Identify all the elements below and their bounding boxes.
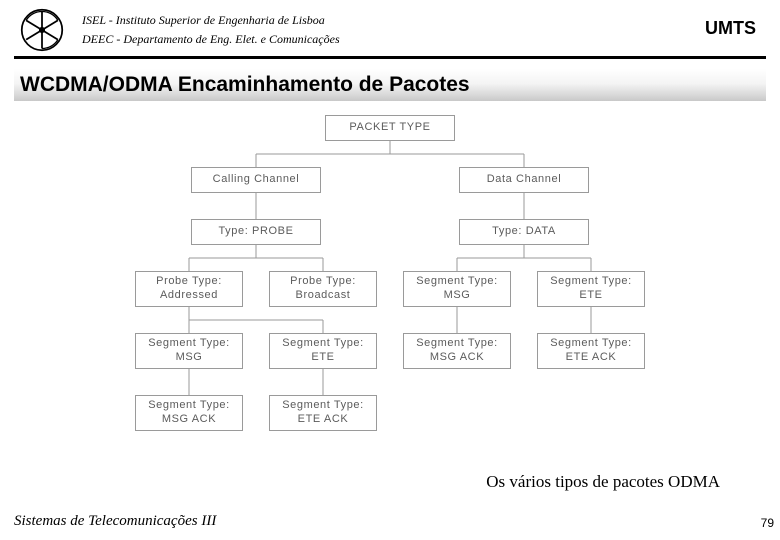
node-paddr: Probe Type:Addressed	[135, 271, 243, 307]
brand-label: UMTS	[705, 18, 756, 39]
institution-line: ISEL - Instituto Superior de Engenharia …	[82, 13, 760, 28]
node-smack: Segment Type:MSG ACK	[403, 333, 511, 369]
slide-title: WCDMA/ODMA Encaminhamento de Pacotes	[14, 69, 766, 101]
node-smsg: Segment Type:MSG	[403, 271, 511, 307]
slide-header: ISEL - Instituto Superior de Engenharia …	[0, 0, 780, 56]
node-root: PACKET TYPE	[325, 115, 455, 141]
isel-logo-icon	[20, 8, 64, 52]
node-stm1: Segment Type:MSG	[135, 333, 243, 369]
footer-text: Sistemas de Telecomunicações III	[14, 513, 216, 530]
node-ste1: Segment Type:ETE	[269, 333, 377, 369]
department-line: DEEC - Departamento de Eng. Elet. e Comu…	[82, 32, 760, 47]
node-sete: Segment Type:ETE	[537, 271, 645, 307]
node-probe: Type: PROBE	[191, 219, 321, 245]
node-pbcast: Probe Type:Broadcast	[269, 271, 377, 307]
node-cc: Calling Channel	[191, 167, 321, 193]
packet-type-tree: PACKET TYPECalling Channel Data Channel Ty…	[110, 115, 670, 445]
caption-text: Os vários tipos de pacotes ODMA	[486, 472, 720, 492]
header-rule	[14, 56, 766, 59]
node-smack2: Segment Type:MSG ACK	[135, 395, 243, 431]
node-seack: Segment Type:ETE ACK	[537, 333, 645, 369]
header-text-block: ISEL - Instituto Superior de Engenharia …	[82, 13, 760, 47]
node-dc: Data Channel	[459, 167, 589, 193]
page-number: 79	[761, 516, 774, 530]
node-seack2: Segment Type:ETE ACK	[269, 395, 377, 431]
node-data: Type: DATA	[459, 219, 589, 245]
